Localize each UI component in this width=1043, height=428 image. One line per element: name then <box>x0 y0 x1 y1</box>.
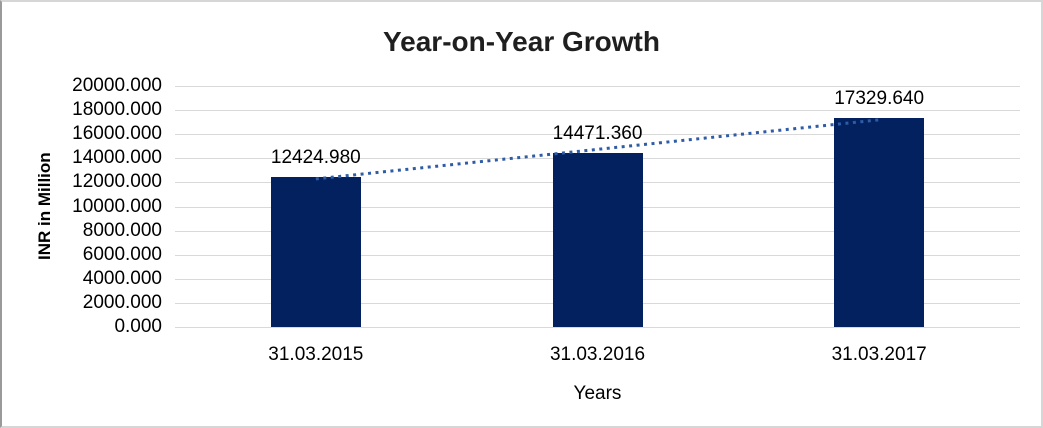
y-tick-label: 16000.000 <box>72 123 162 145</box>
x-axis-title: Years <box>573 383 622 404</box>
bar <box>834 118 925 327</box>
data-label: 17329.640 <box>834 88 925 109</box>
y-tick-label: 20000.000 <box>72 75 162 96</box>
x-tick-label: 31.03.2015 <box>268 344 364 365</box>
chart-title: Year-on-Year Growth <box>383 26 660 57</box>
gridline <box>175 134 1020 135</box>
y-tick-label: 4000.000 <box>82 267 162 289</box>
x-tick-label: 31.03.2016 <box>549 344 646 365</box>
data-label: 14471.360 <box>552 123 643 144</box>
data-labels: 12424.980 14471.360 17329.640 <box>175 86 1020 327</box>
y-tick-label: 10000.000 <box>72 195 162 217</box>
data-label: 12424.980 <box>270 147 361 168</box>
y-tick-label: 2000.000 <box>82 291 162 313</box>
gridline <box>175 86 1020 87</box>
x-tick-label: 31.03.2017 <box>831 344 927 365</box>
x-axis-tick-labels: 31.03.2015 31.03.2016 31.03.2017 <box>175 344 1020 368</box>
y-tick-label: 14000.000 <box>72 147 162 169</box>
y-tick-label: 0.000 <box>114 316 162 337</box>
y-tick-label: 18000.000 <box>72 99 162 121</box>
bar <box>270 177 361 327</box>
bars <box>175 86 1020 327</box>
y-tick-label: 8000.000 <box>82 219 162 241</box>
y-tick-label: 12000.000 <box>72 171 162 193</box>
gridline <box>175 110 1020 111</box>
plot-area: 12424.980 14471.360 17329.640 <box>175 86 1020 328</box>
y-tick-label: 6000.000 <box>82 243 162 265</box>
y-axis-tick-labels: 0.000 2000.000 4000.000 6000.000 8000.000 100… <box>2 75 162 337</box>
gridline <box>175 327 1020 328</box>
bar <box>552 153 643 327</box>
